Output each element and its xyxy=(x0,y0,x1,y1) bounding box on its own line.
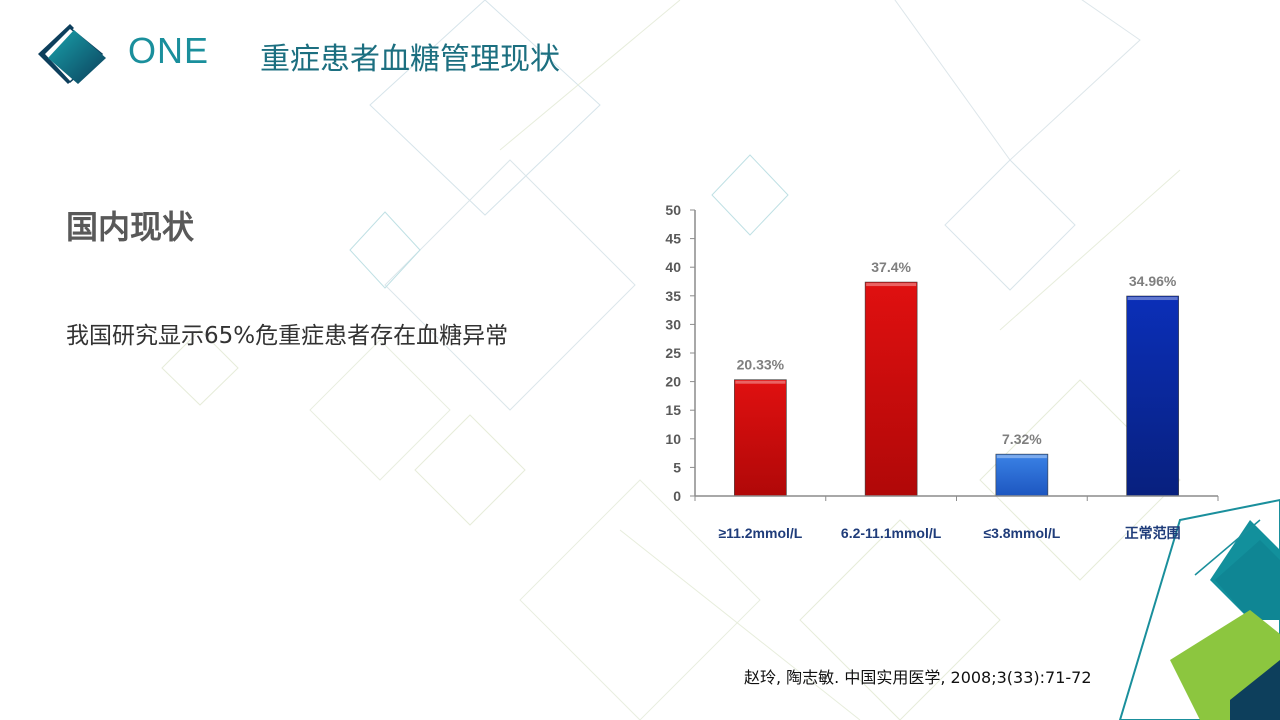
y-tick-label: 45 xyxy=(665,231,681,247)
bar-highlight xyxy=(1127,297,1178,301)
citation: 赵玲, 陶志敏. 中国实用医学, 2008;3(33):71-72 xyxy=(744,668,1092,687)
section-title: 重症患者血糖管理现状 xyxy=(260,42,560,77)
data-label: 34.96% xyxy=(1129,273,1177,289)
bar-highlight xyxy=(735,380,786,384)
y-tick-label: 30 xyxy=(665,316,681,332)
x-category-label: ≥11.2mmol/L xyxy=(718,525,802,541)
y-tick-label: 0 xyxy=(673,488,681,504)
corner-decoration xyxy=(1118,498,1280,720)
data-label: 7.32% xyxy=(1002,431,1042,447)
diamond-logo-icon xyxy=(38,24,106,84)
data-label: 20.33% xyxy=(737,357,785,373)
bar-highlight xyxy=(866,283,917,287)
data-label: 37.4% xyxy=(871,259,911,275)
y-tick-label: 50 xyxy=(665,202,681,218)
x-category-label: 正常范围 xyxy=(1125,525,1181,541)
y-tick-label: 25 xyxy=(665,345,681,361)
y-tick-label: 20 xyxy=(665,374,681,390)
y-tick-label: 40 xyxy=(665,259,681,275)
statement-text: 我国研究显示65%危重症患者存在血糖异常 xyxy=(66,323,509,349)
x-category-label: ≤3.8mmol/L xyxy=(983,525,1060,541)
section-number: ONE xyxy=(128,30,210,71)
bar-chart: 0 5 10 15 20 25 30 35 40 45 50 20.33% 37.4% 7.32% 34.… xyxy=(665,202,1219,541)
bar xyxy=(1126,295,1179,497)
x-category-label: 6.2-11.1mmol/L xyxy=(841,525,942,541)
bar xyxy=(734,379,787,497)
y-tick-label: 5 xyxy=(673,459,681,475)
y-tick-label: 35 xyxy=(665,288,681,304)
y-tick-label: 10 xyxy=(665,431,681,447)
subheading: 国内现状 xyxy=(66,208,195,246)
bar xyxy=(864,281,918,497)
bar xyxy=(995,453,1049,497)
y-tick-label: 15 xyxy=(665,402,681,418)
bar-highlight xyxy=(996,455,1047,459)
